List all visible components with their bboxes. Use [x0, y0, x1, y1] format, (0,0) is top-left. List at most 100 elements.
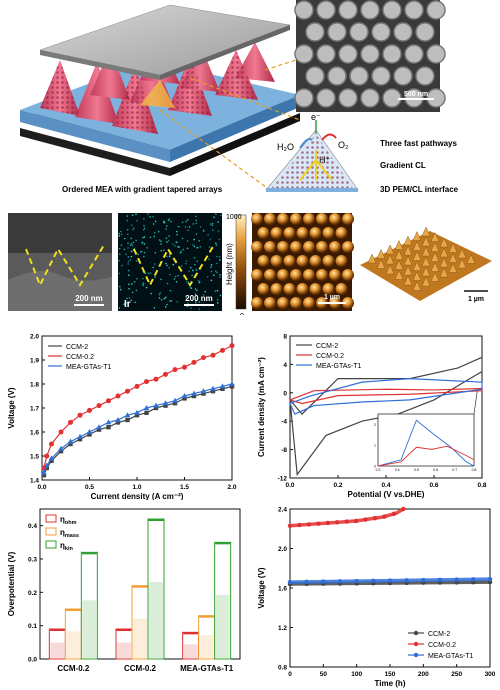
- data-point: [124, 412, 131, 418]
- legend-marker: [413, 630, 419, 636]
- data-point: [229, 343, 235, 349]
- overpotential-chart: 0.0 0.1 0.2 0.3 0.4 Overpotential (V) CCM-0.2 C…: [7, 508, 241, 673]
- x-tick-label: 0.5: [85, 484, 94, 491]
- data-point: [96, 427, 102, 432]
- series-line: [43, 383, 233, 474]
- eds-element-label: Ir: [124, 299, 131, 310]
- inset-tick-label: 1: [374, 444, 376, 448]
- afm-3d-map: 1 µm: [360, 226, 492, 303]
- data-point: [337, 579, 343, 584]
- data-point: [306, 522, 312, 527]
- inset-curve: [377, 419, 475, 467]
- legend-marker: [413, 652, 419, 658]
- inset-pointer: [473, 391, 478, 415]
- y-tick-label: 1.9: [30, 358, 39, 365]
- data-point: [49, 458, 54, 463]
- legend-label: ηohm: [60, 515, 77, 526]
- bar-fill: [199, 635, 214, 658]
- data-point: [454, 577, 459, 582]
- legend-marker: [413, 641, 419, 647]
- inset-tick-label: 0.6: [433, 468, 438, 472]
- y-tick-label: 1.4: [30, 478, 39, 485]
- data-point: [220, 386, 225, 391]
- legend-label: CCM-0.2: [428, 642, 456, 649]
- guide-line: [264, 59, 297, 71]
- cv-chart: -12 -8 -4 0 4 8 Current density (mA cm⁻²) Poten…: [257, 334, 487, 500]
- y-axis-label: Current density (mA cm⁻²): [257, 357, 266, 457]
- data-point: [106, 398, 111, 404]
- series-line: [43, 385, 233, 476]
- data-point: [182, 364, 187, 370]
- data-point: [201, 355, 206, 361]
- y-tick-label: 2.0: [278, 546, 287, 553]
- category-label: CCM-0.2: [57, 664, 90, 673]
- schematic-caption: Ordered MEA with gradient tapered arrays: [62, 185, 223, 194]
- data-point: [401, 506, 406, 512]
- data-point: [391, 511, 397, 516]
- y-tick-label: 1.7: [30, 406, 39, 413]
- inset-tick-label: 0.7: [452, 468, 457, 472]
- y-tick-label: 1.6: [30, 430, 39, 437]
- data-point: [316, 521, 321, 526]
- legend-label: CCM-2: [316, 343, 338, 350]
- data-point: [67, 438, 74, 444]
- y-tick-label: 0: [283, 390, 287, 397]
- data-point: [371, 578, 376, 584]
- y-tick-label: 2.0: [30, 334, 39, 341]
- category-label: MEA-GTAs-T1: [180, 664, 234, 673]
- x-tick-label: 1.5: [180, 484, 189, 491]
- sem-top-view: 500 nm: [294, 0, 446, 112]
- data-point: [115, 393, 121, 399]
- bar-top: [132, 585, 148, 588]
- data-point: [41, 469, 47, 475]
- y-axis-label: Voltage (V): [7, 387, 16, 429]
- height-colorbar: 1000 0 Height (nm): [225, 214, 247, 315]
- afm-2d-map: 1 µm: [251, 213, 354, 311]
- data-point: [354, 578, 359, 584]
- data-point: [44, 453, 50, 459]
- data-point: [86, 429, 93, 434]
- data-point: [181, 393, 188, 398]
- x-tick-label: 0: [288, 671, 292, 678]
- y-tick-label: -4: [281, 419, 287, 426]
- data-point: [382, 514, 387, 519]
- y-tick-label: -8: [281, 447, 287, 454]
- y-tick-label: 0.0: [28, 657, 37, 664]
- data-point: [153, 405, 159, 411]
- bar: [80, 551, 98, 660]
- data-point: [219, 383, 226, 389]
- x-axis-label: Time (h): [375, 679, 406, 688]
- cone-mechanism: [265, 120, 359, 192]
- data-point: [153, 402, 159, 408]
- sem-scale-label: 500 nm: [404, 91, 428, 98]
- category-label: CCM-0.2: [124, 664, 157, 673]
- data-point: [172, 367, 178, 373]
- data-point: [471, 577, 476, 582]
- eds-scale-label: 200 nm: [185, 294, 213, 303]
- data-point: [115, 420, 121, 425]
- data-point: [163, 371, 168, 377]
- y-tick-label: -12: [278, 476, 288, 483]
- legend-label: MEA-GTAs-T1: [428, 653, 473, 660]
- legend-label: ηkin: [60, 541, 73, 552]
- data-point: [68, 441, 73, 447]
- durability-chart: 0.8 1.2 1.6 2.0 2.4 Voltage (V) Time (h) 0 50 100…: [257, 506, 496, 689]
- bar-top: [215, 542, 231, 545]
- data-point: [144, 379, 149, 385]
- bar-fill: [183, 644, 198, 658]
- data-point: [77, 412, 83, 418]
- electron-label: e⁻: [311, 112, 321, 122]
- inset-tick-label: 2: [374, 423, 376, 427]
- bar-top: [148, 519, 164, 521]
- y-tick-label: 1.8: [30, 382, 39, 389]
- y-tick-label: 0.3: [28, 557, 37, 564]
- x-axis-label: Current density (A cm⁻²): [91, 492, 184, 500]
- data-point: [201, 391, 206, 396]
- porous-transport-layer: [39, 4, 291, 80]
- data-point: [210, 389, 216, 394]
- data-point: [191, 390, 197, 396]
- x-axis-label: Potential (V vs.DHE): [348, 490, 425, 499]
- pathways-label: Three fast pathways: [380, 139, 457, 148]
- y-tick-label: 0.2: [28, 590, 37, 597]
- data-point: [297, 522, 302, 528]
